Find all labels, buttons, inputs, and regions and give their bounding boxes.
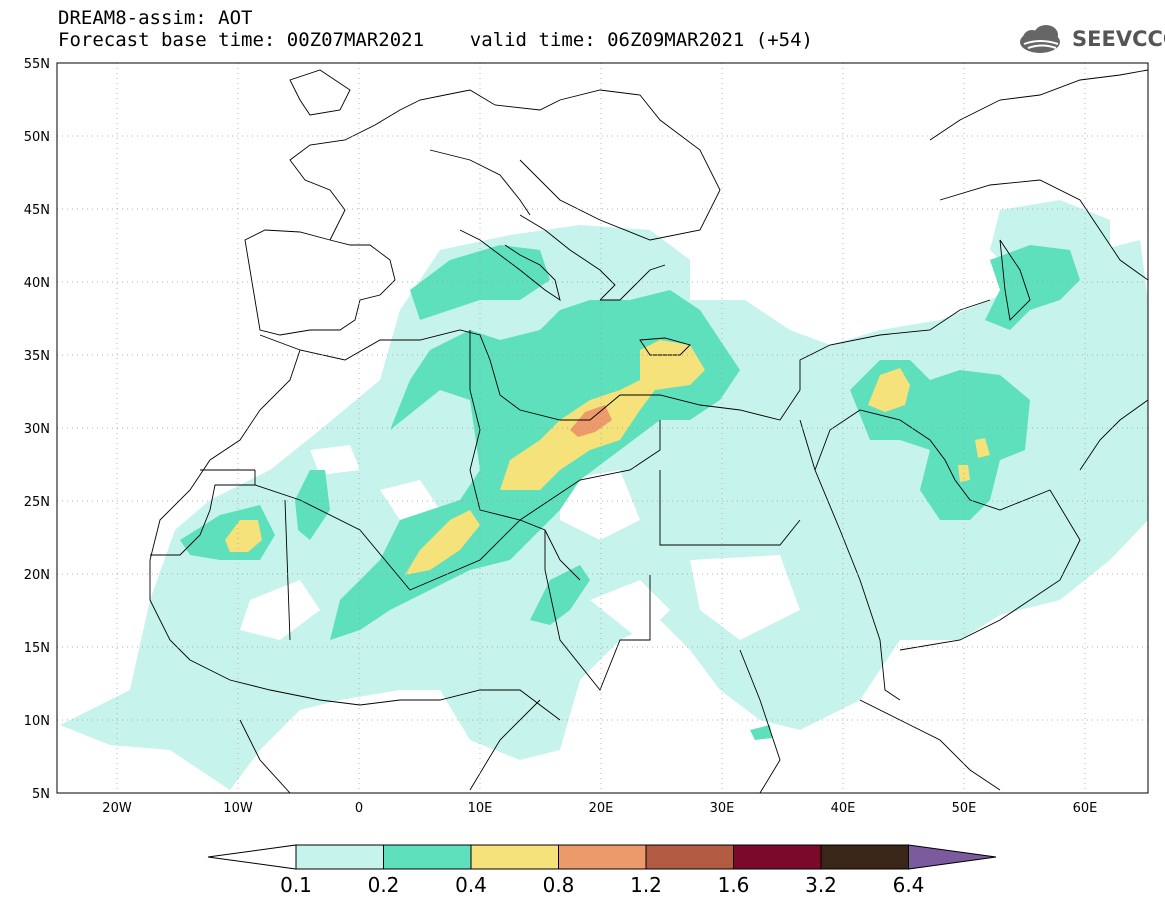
colorbar-swatch	[733, 844, 822, 870]
lon-label-30e: 30E	[710, 801, 735, 816]
cloud-logo-icon	[1020, 25, 1060, 53]
forecast-time-line: Forecast base time: 00Z07MAR2021 valid t…	[58, 29, 813, 51]
map-grid	[57, 63, 1148, 793]
colorbar	[207, 844, 997, 870]
longitude-labels: 20W 10W 0 10E 20E 30E 40E 50E 60E	[102, 801, 1097, 816]
colorbar-swatch	[470, 844, 559, 870]
coastlines-borders	[149, 69, 1148, 793]
colorbar-label: 0.2	[368, 873, 400, 897]
lon-label-20w: 20W	[102, 801, 132, 816]
colorbar-labels: 0.1 0.2 0.4 0.8 1.2 1.6 3.2 6.4	[280, 873, 924, 897]
lon-label-10e: 10E	[468, 801, 493, 816]
lon-label-40e: 40E	[831, 801, 856, 816]
lat-label-50n: 50N	[24, 130, 50, 145]
colorbar-swatch	[558, 844, 647, 870]
colorbar-overflow	[908, 844, 997, 870]
map-frame	[56, 62, 1149, 794]
aot-field	[60, 200, 1148, 790]
colorbar-swatch	[295, 844, 384, 870]
colorbar-label: 1.2	[630, 873, 662, 897]
map-title: DREAM8-assim: AOT	[58, 7, 253, 29]
lat-label-55n: 55N	[24, 57, 50, 72]
colorbar-underflow	[207, 844, 297, 870]
colorbar-label: 0.4	[455, 873, 487, 897]
colorbar-label: 0.8	[543, 873, 575, 897]
lon-label-50e: 50E	[952, 801, 977, 816]
lat-label-5n: 5N	[32, 787, 50, 802]
colorbar-label: 6.4	[893, 873, 925, 897]
lon-label-10w: 10W	[223, 801, 253, 816]
lat-label-10n: 10N	[24, 714, 50, 729]
colorbar-label: 0.1	[280, 873, 312, 897]
lon-label-60e: 60E	[1073, 801, 1098, 816]
lat-label-45n: 45N	[24, 203, 50, 218]
colorbar-label: 1.6	[718, 873, 750, 897]
colorbar-label: 3.2	[805, 873, 837, 897]
lat-label-35n: 35N	[24, 349, 50, 364]
colorbar-swatch	[645, 844, 734, 870]
lat-label-30n: 30N	[24, 422, 50, 437]
lat-label-20n: 20N	[24, 568, 50, 583]
lat-label-15n: 15N	[24, 641, 50, 656]
logo-text: SEEVCCC	[1072, 27, 1165, 51]
colorbar-swatch	[820, 844, 909, 870]
lat-label-25n: 25N	[24, 495, 50, 510]
lon-label-20e: 20E	[589, 801, 614, 816]
lon-label-0: 0	[355, 801, 363, 816]
colorbar-swatch	[383, 844, 472, 870]
latitude-labels: 55N 50N 45N 40N 35N 30N 25N 20N 15N 10N …	[24, 57, 50, 802]
lat-label-40n: 40N	[24, 276, 50, 291]
